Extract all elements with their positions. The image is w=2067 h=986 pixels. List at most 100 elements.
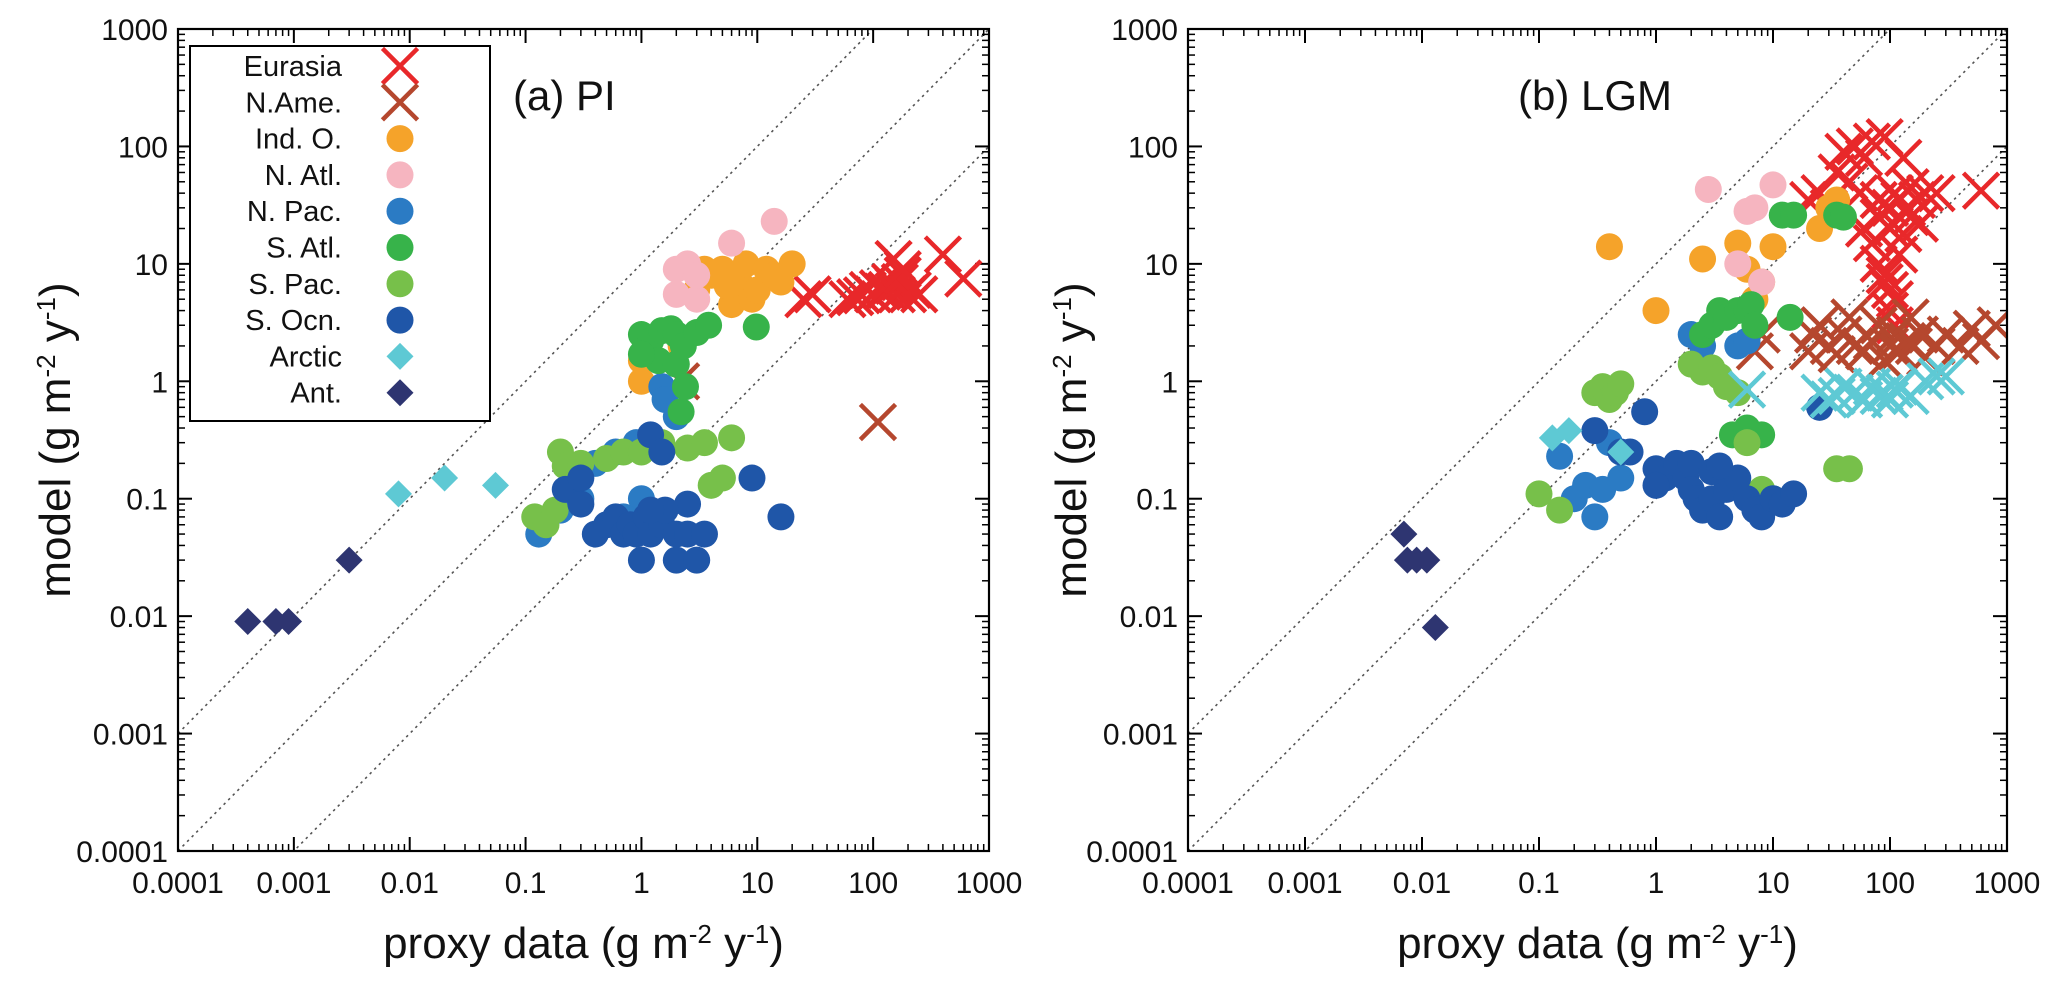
data-point <box>1546 496 1574 524</box>
data-point <box>1741 194 1769 222</box>
plot-frame <box>1186 27 2009 853</box>
legend-label: Ant. <box>290 378 342 410</box>
y-tick-label: 0.01 <box>1120 601 1178 634</box>
data-point <box>1900 315 1940 354</box>
series-n-atl <box>1694 171 1787 296</box>
data-point <box>1390 520 1418 548</box>
legend-marker <box>386 379 414 407</box>
data-point <box>627 367 655 395</box>
data-point <box>738 464 766 492</box>
data-point <box>1941 326 1980 366</box>
y-tick-label: 1 <box>151 366 168 399</box>
data-point <box>923 235 963 274</box>
y-tick-label: 0.001 <box>93 719 168 752</box>
data-point <box>1884 138 1923 177</box>
data-point <box>778 250 806 278</box>
y-tick-label: 10 <box>1145 249 1178 282</box>
data-point <box>481 471 509 499</box>
legend-marker <box>386 306 414 334</box>
series-arctic <box>1538 357 1966 466</box>
legend-label: Ind. O. <box>255 124 342 156</box>
y-tick-label: 10 <box>135 249 168 282</box>
x-tick-label: 1000 <box>956 867 1023 900</box>
data-point <box>335 546 363 574</box>
data-point <box>1917 357 1956 396</box>
data-point <box>1780 480 1808 508</box>
data-point <box>1724 229 1752 257</box>
legend-label: Eurasia <box>244 51 343 83</box>
y-tick-label: 1000 <box>1111 14 1178 47</box>
data-point <box>1906 362 1945 401</box>
y-tick-label: 1000 <box>101 14 168 47</box>
data-point <box>1724 250 1752 278</box>
reference-line-ratio-0.1 <box>292 145 989 851</box>
x-tick-label: 0.1 <box>1518 867 1560 900</box>
y-tick-label: 0.1 <box>1136 484 1178 517</box>
data-point <box>793 275 832 314</box>
legend-label: S. Ocn. <box>245 305 342 337</box>
data-point <box>1824 367 1863 406</box>
series-ant <box>1390 520 1449 642</box>
reference-line-ratio-10 <box>178 29 875 735</box>
data-point <box>1642 471 1670 499</box>
y-tick-label: 0.0001 <box>1086 836 1178 869</box>
y-tick-label: 100 <box>118 131 168 164</box>
data-point <box>732 250 760 278</box>
data-point <box>1891 298 1930 337</box>
data-point <box>1852 122 1892 161</box>
data-point <box>567 490 595 518</box>
data-point <box>1906 173 1945 213</box>
data-point <box>1581 503 1609 531</box>
data-point <box>1525 480 1553 508</box>
data-point <box>713 272 741 300</box>
data-point <box>708 464 736 492</box>
legend-marker <box>386 270 414 298</box>
legend: Eurasia N.Ame. Ind. O. N. Atl. N. Pac. S. Atl… <box>189 45 491 422</box>
y-tick-label: 0.0001 <box>76 836 168 869</box>
data-point <box>1706 503 1734 531</box>
data-point <box>637 496 665 524</box>
data-point <box>567 464 595 492</box>
y-tick-label: 0.1 <box>126 484 168 517</box>
x-tick-label: 0.0001 <box>132 867 224 900</box>
data-point <box>690 520 718 548</box>
data-point <box>1642 297 1670 325</box>
data-point <box>384 480 412 508</box>
data-point <box>234 608 262 636</box>
x-tick-label: 0.0001 <box>1142 867 1234 900</box>
y-tick-label: 0.001 <box>1103 719 1178 752</box>
x-tick-label: 10 <box>741 867 774 900</box>
series-arctic <box>384 464 509 508</box>
data-point <box>671 373 699 401</box>
series-n-ame <box>1735 298 2007 380</box>
y-tick-label: 1 <box>1161 366 1178 399</box>
data-point <box>431 464 459 492</box>
data-point <box>718 229 746 257</box>
x-tick-label: 0.1 <box>505 867 547 900</box>
data-point <box>1961 171 2001 210</box>
x-tick-label: 0.001 <box>256 867 331 900</box>
data-point <box>1859 306 1898 345</box>
series-n-atl <box>662 207 788 313</box>
data-point <box>1776 303 1804 331</box>
data-point <box>1631 398 1659 426</box>
data-point <box>1830 298 1869 337</box>
data-point <box>674 490 702 518</box>
data-point <box>667 398 695 426</box>
legend-marker <box>386 342 414 370</box>
data-point <box>1607 464 1635 492</box>
legend-label: S. Atl. <box>266 233 342 265</box>
data-point <box>1759 171 1787 199</box>
data-point <box>1824 132 1863 171</box>
data-point <box>662 546 690 574</box>
data-point <box>1421 614 1449 642</box>
data-point <box>275 608 303 636</box>
panel-a-chart: 0.0001 0.001 0.01 0.1 1 10 100 1000 0.0001 0.001 0… <box>31 14 1023 968</box>
data-point <box>1733 429 1761 457</box>
data-point <box>1694 175 1722 203</box>
series-s-atl <box>627 311 770 426</box>
data-point <box>1759 233 1787 261</box>
data-point <box>690 429 718 457</box>
data-point <box>742 313 770 341</box>
plot-frame <box>176 27 991 853</box>
